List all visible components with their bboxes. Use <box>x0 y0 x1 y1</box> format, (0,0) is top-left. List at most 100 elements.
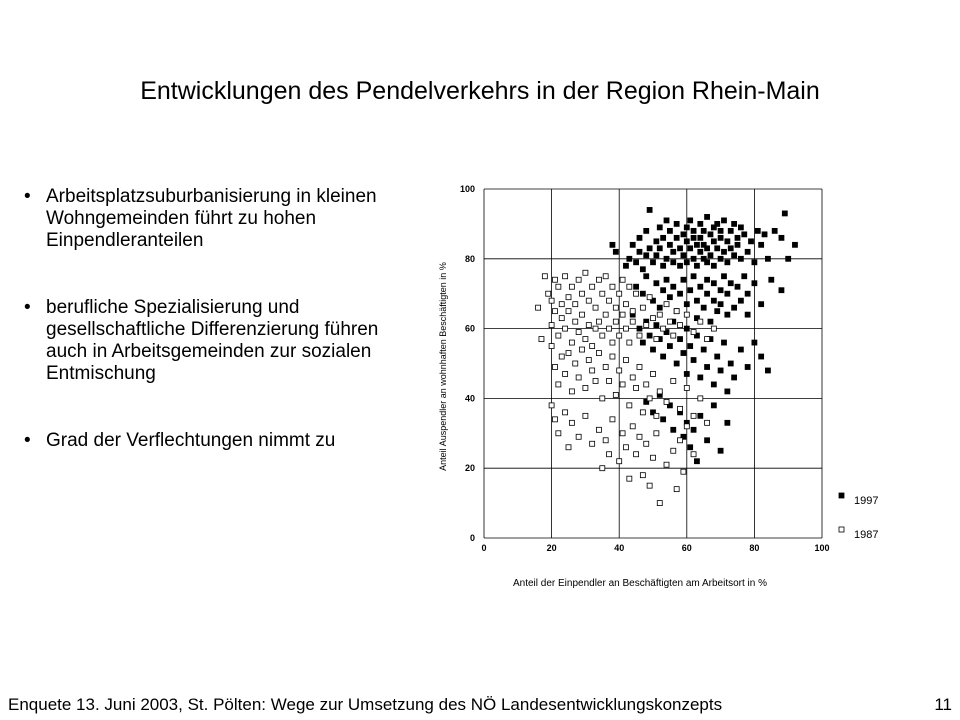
point-1987 <box>690 329 697 335</box>
point-1987 <box>562 371 569 377</box>
point-1997 <box>778 287 785 294</box>
point-1987 <box>575 329 582 335</box>
point-1997 <box>724 388 731 395</box>
point-1987 <box>619 311 626 318</box>
point-1997 <box>683 371 690 377</box>
point-1997 <box>717 301 724 308</box>
point-1997 <box>724 290 731 297</box>
point-1997 <box>700 255 707 262</box>
point-1997 <box>694 315 700 322</box>
point-1997 <box>612 248 619 255</box>
footer-text: Enquete 13. Juni 2003, St. Pölten: Wege … <box>8 695 723 714</box>
point-1997 <box>734 283 741 290</box>
point-1987 <box>602 437 609 444</box>
point-1997 <box>741 231 748 238</box>
point-1987 <box>562 273 569 280</box>
point-1997 <box>704 437 710 444</box>
point-1987 <box>629 374 636 381</box>
point-1997 <box>670 259 677 266</box>
point-1987 <box>558 315 565 322</box>
point-1987 <box>541 273 548 280</box>
point-1997 <box>768 276 775 283</box>
point-1987 <box>585 357 592 363</box>
point-1997 <box>704 364 710 370</box>
point-1997 <box>687 444 694 451</box>
point-1997 <box>656 304 663 311</box>
point-1997 <box>724 419 731 426</box>
point-1997 <box>710 238 717 245</box>
point-1987 <box>619 430 626 437</box>
point-1987 <box>602 311 609 318</box>
point-1997 <box>704 245 710 252</box>
legend-label: 1987 <box>854 529 878 541</box>
point-1987 <box>677 405 683 412</box>
point-1987 <box>619 276 626 283</box>
point-1997 <box>704 276 710 283</box>
point-1997 <box>758 301 765 308</box>
point-1997 <box>673 360 680 367</box>
point-1997 <box>694 332 700 339</box>
point-1997 <box>680 276 687 283</box>
point-1987 <box>552 308 558 315</box>
point-1997 <box>687 245 694 252</box>
point-1987 <box>606 325 612 332</box>
point-1987 <box>629 318 636 325</box>
point-1997 <box>683 238 690 245</box>
point-1997 <box>639 339 646 346</box>
bullet-marker: • <box>24 430 31 451</box>
point-1987 <box>667 318 673 325</box>
point-1997 <box>697 234 704 241</box>
point-1987 <box>535 304 541 311</box>
point-1997 <box>792 241 798 248</box>
point-1997 <box>704 214 710 220</box>
point-1997 <box>754 227 761 234</box>
point-1997 <box>710 381 717 388</box>
point-1997 <box>731 220 738 227</box>
point-1997 <box>727 360 734 367</box>
legend-marker <box>838 492 845 499</box>
point-1997 <box>670 426 677 433</box>
point-1997 <box>734 241 741 248</box>
point-1997 <box>690 426 697 433</box>
point-1987 <box>609 283 616 290</box>
x-tick-label: 20 <box>547 543 557 553</box>
point-1987 <box>633 290 639 297</box>
point-1987 <box>589 283 596 290</box>
point-1987 <box>612 392 619 398</box>
point-1987 <box>646 294 653 301</box>
point-1997 <box>721 339 727 346</box>
point-1987 <box>653 412 660 419</box>
point-1987 <box>565 294 572 301</box>
point-1997 <box>721 248 727 255</box>
point-1987 <box>639 304 646 311</box>
point-1997 <box>677 245 683 252</box>
point-1997 <box>690 357 697 363</box>
point-1997 <box>761 231 768 238</box>
point-1987 <box>616 332 623 339</box>
point-1987 <box>562 325 569 332</box>
point-1987 <box>558 353 565 360</box>
point-1997 <box>660 234 667 241</box>
point-1997 <box>639 266 646 273</box>
point-1997 <box>758 241 765 248</box>
point-1987 <box>626 402 633 409</box>
point-1997 <box>758 353 765 360</box>
point-1987 <box>585 297 592 304</box>
point-1987 <box>629 423 636 430</box>
point-1997 <box>687 217 694 224</box>
point-1987 <box>565 308 572 315</box>
point-1987 <box>555 430 562 437</box>
point-1997 <box>717 227 724 234</box>
point-1987 <box>690 412 697 419</box>
point-1997 <box>670 248 677 255</box>
point-1997 <box>683 301 690 308</box>
point-1997 <box>609 241 616 248</box>
point-1997 <box>650 297 656 304</box>
bullet-item: • Arbeitsplatzsuburbanisierung in kleine… <box>24 186 402 252</box>
point-1997 <box>724 311 731 318</box>
point-1997 <box>677 262 683 269</box>
point-1987 <box>623 301 629 308</box>
point-1997 <box>744 311 751 318</box>
point-1997 <box>737 224 744 231</box>
